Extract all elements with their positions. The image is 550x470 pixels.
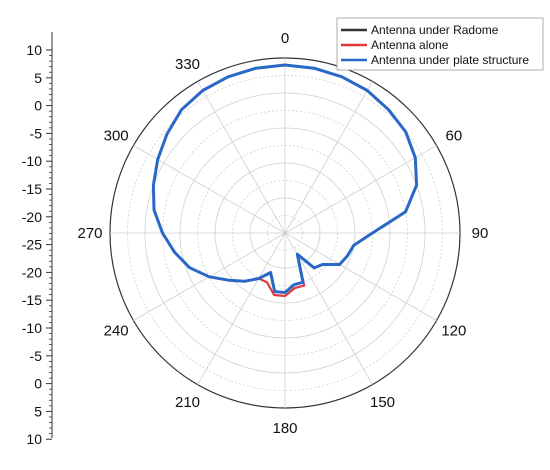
radial-tick-label: 5 (34, 70, 42, 86)
radial-tick-label: -20 (22, 264, 42, 280)
grid-spoke (284, 81, 373, 234)
grid-spoke (197, 81, 286, 234)
radial-tick-label: 10 (26, 42, 42, 58)
grid-spoke (197, 232, 286, 385)
grid-spoke (284, 145, 437, 234)
radial-tick-label: 10 (26, 431, 42, 447)
angle-tick-label: 240 (104, 323, 129, 340)
radial-tick-label: -20 (22, 209, 42, 225)
legend-entry: Antenna alone (371, 38, 449, 52)
angle-tick-label: 330 (175, 56, 200, 73)
angle-tick-label: 300 (104, 128, 129, 145)
radial-tick-label: 0 (34, 376, 42, 392)
legend-entry: Antenna under Radome (371, 23, 499, 37)
radial-tick-label: -15 (22, 292, 42, 308)
legend-box (336, 17, 544, 71)
series-line-antenna-under-plate-structure (151, 63, 419, 294)
radial-tick-label: -15 (22, 181, 42, 197)
radial-tick-label: -25 (22, 237, 42, 253)
grid-spoke (284, 232, 437, 321)
radial-tick-label: -10 (22, 153, 42, 169)
angular-tick-labels: 0 60 90 120 150 180 210 240 270 300 330 (77, 30, 488, 437)
radial-tick-label: -10 (22, 320, 42, 336)
radial-tick-label: -5 (30, 348, 43, 364)
angle-tick-label: 60 (446, 128, 463, 145)
radial-scale-axis: 10 5 0 -5 -10 -15 -20 -25 -20 -15 -10 -5 0 5 10 (22, 32, 53, 447)
legend-entry: Antenna under plate structure (371, 53, 529, 67)
angle-tick-label: 120 (441, 323, 466, 340)
series-lines (151, 63, 419, 298)
polar-grid (109, 57, 461, 409)
angle-tick-label: 150 (370, 394, 395, 411)
angle-tick-label: 270 (77, 225, 102, 242)
radial-tick-label: -5 (30, 125, 43, 141)
radial-tick-label: 0 (34, 98, 42, 114)
angle-tick-label: 210 (175, 394, 200, 411)
angle-tick-label: 180 (272, 420, 297, 437)
radial-tick-label: 5 (34, 403, 42, 419)
angle-tick-label: 0 (281, 30, 289, 47)
angle-tick-label: 90 (472, 225, 489, 242)
